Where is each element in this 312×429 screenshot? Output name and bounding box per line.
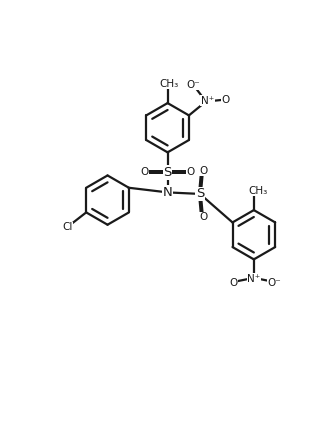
Text: N⁺: N⁺ <box>247 274 261 284</box>
Text: O: O <box>199 166 207 176</box>
Text: N⁺: N⁺ <box>201 96 214 106</box>
Text: CH₃: CH₃ <box>159 79 179 89</box>
Text: N: N <box>163 186 173 199</box>
Text: CH₃: CH₃ <box>248 186 267 196</box>
Text: O⁻: O⁻ <box>268 278 281 288</box>
Text: S: S <box>163 166 172 179</box>
Text: O⁻: O⁻ <box>187 80 200 90</box>
Text: O: O <box>140 167 149 177</box>
Text: O: O <box>187 167 195 177</box>
Text: O: O <box>229 278 237 288</box>
Text: O: O <box>199 212 207 222</box>
Text: Cl: Cl <box>62 222 73 232</box>
Text: O: O <box>222 95 230 105</box>
Text: S: S <box>196 187 204 200</box>
